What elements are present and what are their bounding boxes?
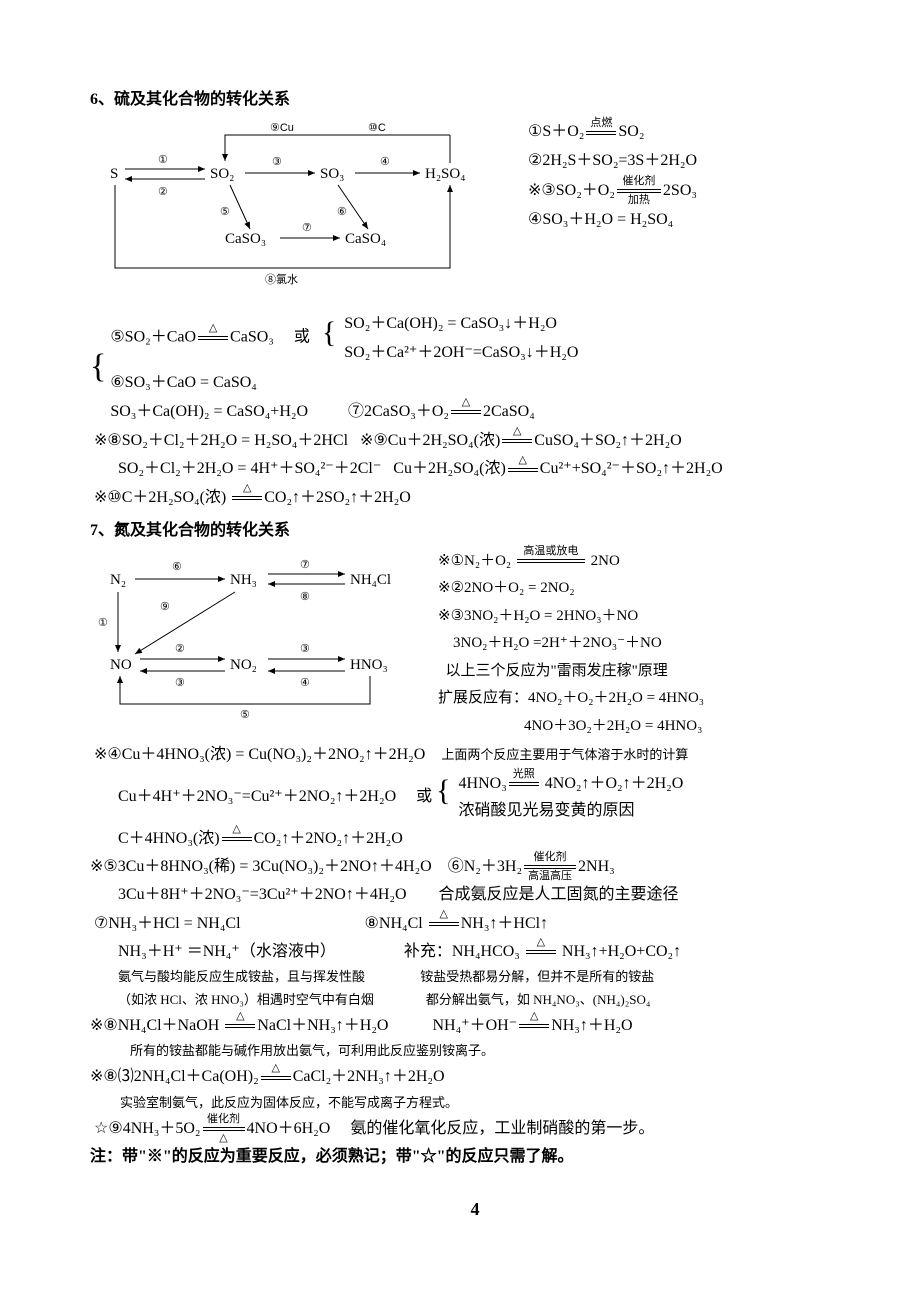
- svg-text:④: ④: [300, 677, 310, 689]
- svg-text:SO₂: SO₂: [210, 166, 234, 182]
- sulfur-diagram: S SO₂ SO₃ H₂SO₄ CaSO₃ CaSO₄ ① ② ③ ④ ⑤ ⑥ …: [90, 123, 520, 302]
- svg-text:②: ②: [158, 186, 168, 198]
- nitrogen-diagram: N₂ NH₃ NH₄Cl NO NO₂ HNO₃ ⑥ ⑦ ⑧ ① ⑨ ② ③ ③: [90, 554, 430, 733]
- svg-text:⑨: ⑨: [160, 601, 170, 613]
- svg-text:NH₄Cl: NH₄Cl: [350, 572, 391, 588]
- svg-text:HNO₃: HNO₃: [350, 657, 388, 673]
- section6-heading: 6、硫及其化合物的转化关系: [90, 86, 860, 113]
- svg-text:⑥: ⑥: [172, 561, 182, 573]
- svg-text:⑥: ⑥: [337, 206, 347, 218]
- svg-text:⑩C: ⑩C: [368, 123, 386, 134]
- svg-text:⑧: ⑧: [300, 591, 310, 603]
- svg-text:①: ①: [158, 154, 168, 166]
- svg-text:H₂SO₄: H₂SO₄: [425, 166, 465, 182]
- svg-text:NO: NO: [110, 657, 132, 673]
- final-note: 注：带"※"的反应为重要反应，必须熟记；带"☆"的反应只需了解。: [90, 1143, 860, 1170]
- svg-text:③: ③: [175, 677, 185, 689]
- svg-text:②: ②: [175, 643, 185, 655]
- svg-text:CaSO₃: CaSO₃: [225, 231, 266, 247]
- svg-text:N₂: N₂: [110, 572, 126, 588]
- svg-text:③: ③: [300, 643, 310, 655]
- section6-right-equations: ①S＋O₂点燃SO₂ ②2H₂S＋SO₂=3S＋2H₂O ※③SO₂＋O₂催化剂…: [528, 117, 697, 234]
- svg-text:⑦: ⑦: [302, 222, 312, 234]
- svg-text:⑤: ⑤: [240, 709, 250, 721]
- svg-text:SO₃: SO₃: [320, 166, 344, 182]
- svg-text:③: ③: [272, 156, 282, 168]
- svg-text:⑤: ⑤: [220, 206, 230, 218]
- page-number: 4: [90, 1194, 860, 1225]
- svg-text:NO₂: NO₂: [230, 657, 257, 673]
- svg-text:S: S: [110, 166, 118, 182]
- section7-right-equations: ※①N₂＋O₂ 高温或放电 2NO ※②2NO＋O₂ = 2NO₂ ※③3NO₂…: [438, 548, 704, 741]
- svg-text:NH₃: NH₃: [230, 572, 257, 588]
- svg-text:⑦: ⑦: [300, 559, 310, 571]
- svg-text:④: ④: [380, 156, 390, 168]
- svg-text:⑨Cu: ⑨Cu: [270, 123, 294, 134]
- svg-text:①: ①: [98, 617, 108, 629]
- svg-text:CaSO₄: CaSO₄: [345, 231, 386, 247]
- svg-text:⑧氯水: ⑧氯水: [265, 272, 298, 286]
- section7-heading: 7、氮及其化合物的转化关系: [90, 517, 860, 544]
